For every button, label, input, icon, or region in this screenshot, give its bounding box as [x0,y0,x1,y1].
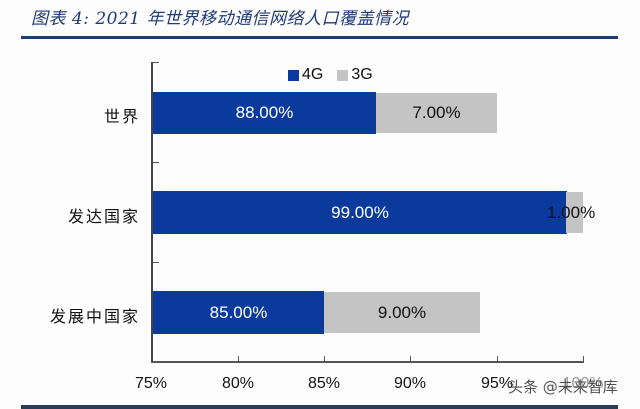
x-tick [324,356,325,362]
bar-developed-3g [566,192,583,233]
watermark: 头条 @未来智库 [508,378,618,396]
legend-label-3g: 3G [351,66,373,83]
bar-world-4g: 88.00% [153,92,376,134]
x-tick-label: 100% [562,375,604,392]
legend-label-4g: 4G [302,66,324,83]
legend-swatch-3g [337,69,349,81]
y-axis [151,62,153,362]
bottom-divider [21,405,618,409]
x-tick-label: 80% [221,375,255,392]
legend-swatch-4g [288,69,299,81]
x-tick-label: 75% [134,375,168,392]
x-tick-label: 85% [307,375,341,392]
x-tick-label: 95% [480,375,514,392]
category-label-world: 世界 [103,107,140,126]
bar-developed-3g-label: 1.00% [547,203,596,222]
x-tick [238,356,239,362]
bar-developing-3g: 9.00% [324,292,480,333]
x-tick [410,356,411,362]
legend-item-3g: 3G [337,66,373,84]
x-tick-label: 90% [393,375,427,392]
x-tick [583,356,584,362]
y-tick [153,62,159,63]
chart-title: 图表 4: 2021 年世界移动通信网络人口覆盖情况 [31,9,410,29]
category-label-developing: 发展中国家 [49,307,140,326]
title-divider [21,36,618,39]
bar-developing-4g: 85.00% [153,291,324,334]
bar-world-3g: 7.00% [376,93,497,133]
bar-developed-4g: 99.00% [153,191,567,234]
y-tick [153,162,159,163]
x-axis [151,361,584,363]
legend-item-4g: 4G [288,66,323,84]
x-tick [497,356,498,362]
legend: 4G 3G [288,66,381,84]
category-label-developed: 发达国家 [67,207,140,226]
y-tick [153,262,159,263]
